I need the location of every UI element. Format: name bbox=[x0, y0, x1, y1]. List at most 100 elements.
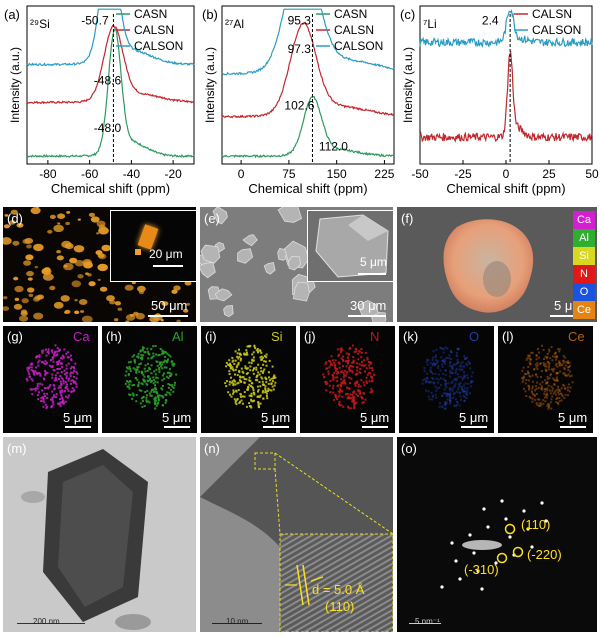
signal-dot bbox=[265, 377, 267, 380]
signal-dot bbox=[175, 373, 178, 376]
signal-dot bbox=[426, 358, 429, 361]
signal-dot bbox=[34, 387, 37, 390]
signal-dot bbox=[535, 393, 538, 395]
signal-dot bbox=[264, 387, 267, 390]
signal-dot bbox=[434, 385, 437, 388]
signal-dot bbox=[363, 364, 366, 367]
signal-dot bbox=[157, 401, 160, 404]
signal-dot bbox=[233, 362, 236, 365]
signal-dot bbox=[128, 383, 131, 386]
signal-dot bbox=[70, 371, 73, 374]
signal-dot bbox=[338, 400, 341, 403]
signal-dot bbox=[32, 369, 34, 372]
signal-dot bbox=[240, 357, 242, 360]
signal-dot bbox=[249, 380, 252, 382]
signal-dot bbox=[155, 360, 158, 363]
signal-dot bbox=[548, 363, 551, 366]
panel-m-tem-image: (m) 200 nm bbox=[3, 437, 196, 632]
signal-dot bbox=[435, 354, 437, 357]
signal-dot bbox=[451, 390, 454, 393]
signal-dot bbox=[144, 370, 147, 373]
signal-dot bbox=[255, 379, 257, 382]
signal-dot bbox=[246, 372, 249, 374]
signal-dot bbox=[56, 402, 59, 405]
signal-dot bbox=[234, 350, 237, 353]
signal-dot bbox=[159, 348, 162, 350]
signal-dot bbox=[440, 384, 443, 387]
x-tick-label: 0 bbox=[238, 167, 245, 181]
signal-dot bbox=[262, 356, 265, 359]
signal-dot bbox=[137, 355, 140, 358]
signal-dot bbox=[139, 402, 142, 405]
signal-dot bbox=[449, 371, 452, 374]
signal-dot bbox=[161, 385, 164, 387]
particle bbox=[133, 311, 139, 316]
signal-dot bbox=[536, 398, 539, 401]
particle bbox=[99, 286, 108, 292]
particle bbox=[19, 315, 28, 322]
signal-dot bbox=[67, 362, 70, 365]
signal-dot bbox=[270, 382, 273, 385]
signal-dot bbox=[444, 404, 447, 407]
signal-dot bbox=[64, 386, 67, 389]
signal-dot bbox=[440, 347, 443, 350]
particle bbox=[14, 297, 20, 301]
signal-dot bbox=[156, 381, 159, 384]
inset-scale-text: 20 μm bbox=[149, 247, 183, 261]
signal-dot bbox=[61, 354, 64, 357]
particle bbox=[36, 207, 40, 209]
signal-dot bbox=[431, 359, 434, 361]
signal-dot bbox=[126, 380, 128, 383]
signal-dot bbox=[548, 350, 551, 353]
panel-label: (a) bbox=[4, 7, 20, 22]
inset-crystal bbox=[315, 214, 389, 278]
signal-dot bbox=[432, 350, 435, 353]
signal-dot bbox=[257, 350, 260, 353]
signal-dot bbox=[142, 396, 145, 399]
signal-dot bbox=[250, 399, 253, 402]
signal-dot bbox=[541, 381, 544, 384]
signal-dot bbox=[531, 380, 534, 383]
signal-dot bbox=[351, 400, 354, 403]
signal-dot bbox=[133, 358, 136, 361]
signal-dot bbox=[153, 397, 156, 400]
signal-dot bbox=[258, 406, 260, 408]
signal-dot bbox=[35, 356, 38, 359]
signal-dot bbox=[231, 366, 234, 369]
signal-dot bbox=[524, 390, 527, 393]
signal-dot bbox=[363, 384, 366, 387]
overlay-particle bbox=[443, 219, 534, 313]
signal-dot bbox=[158, 368, 161, 371]
signal-dot bbox=[368, 361, 370, 363]
signal-dot bbox=[169, 355, 172, 358]
signal-dot bbox=[70, 354, 72, 357]
signal-dot bbox=[61, 397, 64, 400]
signal-dot bbox=[140, 358, 143, 361]
signal-dot bbox=[249, 385, 252, 387]
signal-dot bbox=[76, 372, 79, 375]
signal-dot bbox=[457, 388, 460, 391]
signal-dot bbox=[65, 372, 68, 375]
signal-dot bbox=[332, 375, 335, 378]
signal-dot bbox=[348, 353, 350, 356]
signal-dot bbox=[546, 353, 549, 356]
signal-dot bbox=[72, 380, 75, 383]
signal-dot bbox=[536, 375, 539, 378]
particle bbox=[49, 285, 56, 291]
signal-dot bbox=[435, 359, 438, 361]
signal-dot bbox=[538, 356, 540, 359]
signal-dot bbox=[53, 352, 56, 354]
signal-dot bbox=[263, 360, 266, 363]
signal-dot bbox=[560, 387, 563, 390]
signal-dot bbox=[243, 352, 246, 355]
signal-dot bbox=[444, 407, 447, 410]
signal-dot bbox=[225, 365, 228, 368]
signal-dot bbox=[368, 371, 371, 374]
particle bbox=[4, 214, 9, 217]
signal-dot bbox=[538, 351, 540, 354]
signal-dot bbox=[66, 387, 69, 390]
particle bbox=[22, 239, 30, 244]
signal-dot bbox=[353, 391, 356, 394]
signal-dot bbox=[59, 375, 62, 377]
